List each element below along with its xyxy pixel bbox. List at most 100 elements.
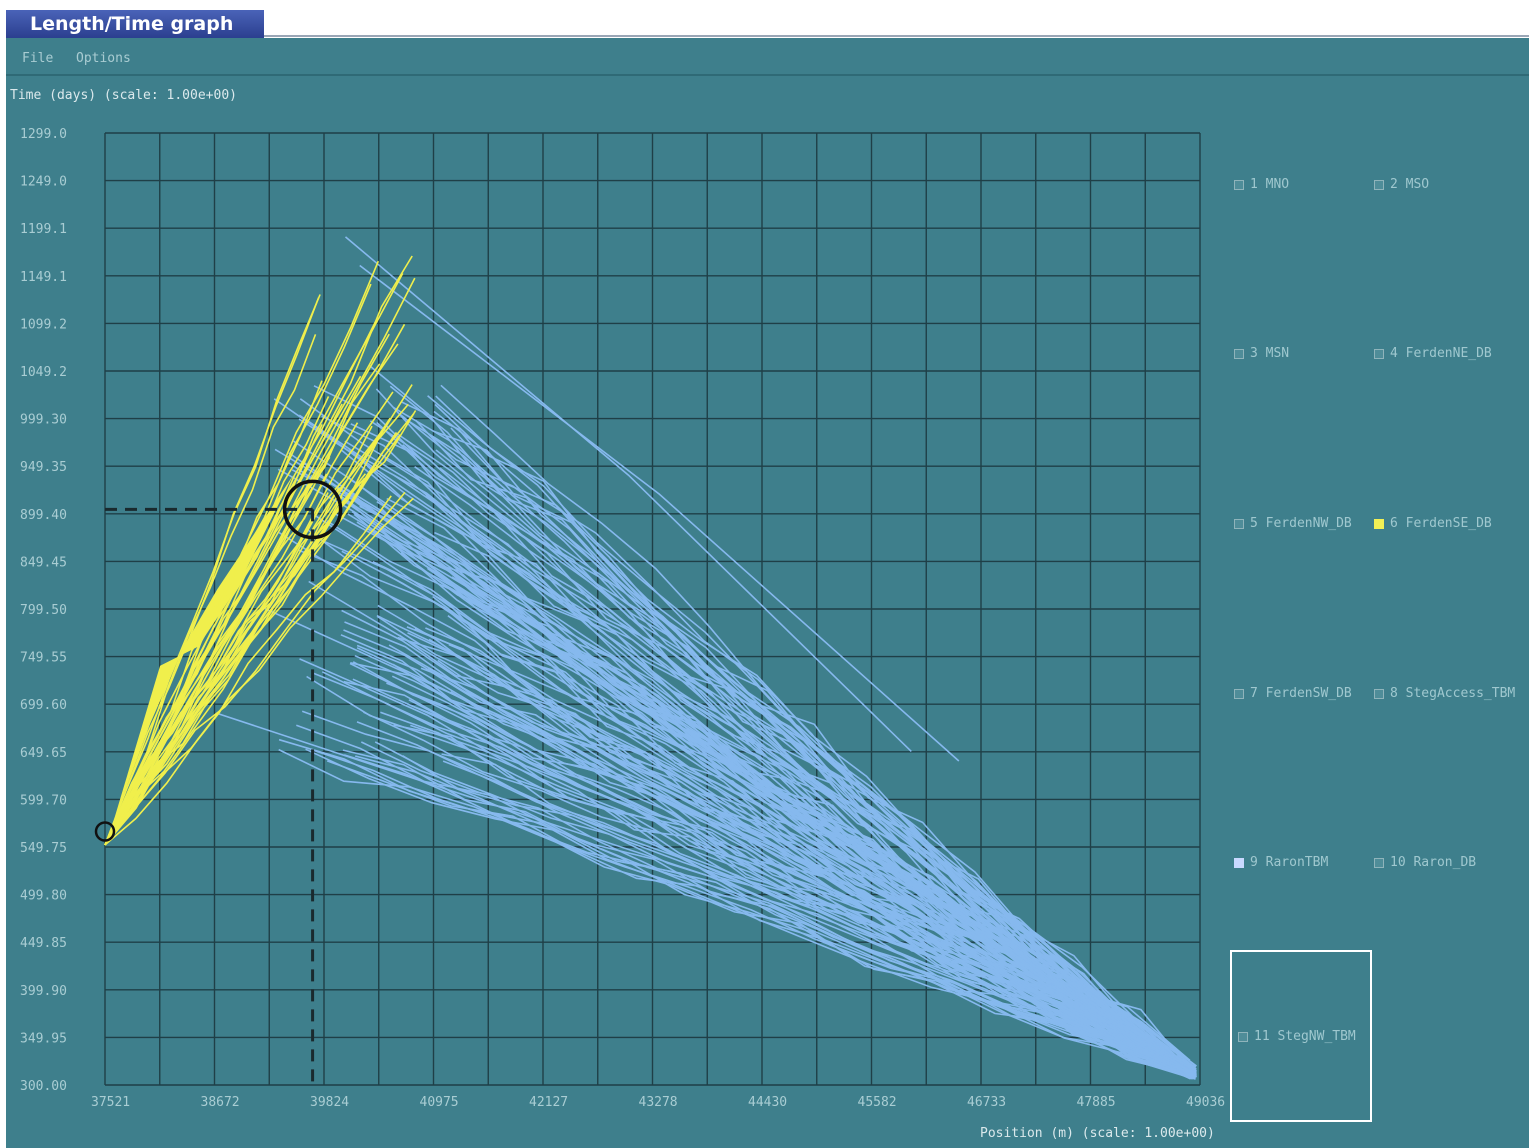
x-tick-label: 47885 [1077,1095,1116,1110]
checkbox-icon[interactable] [1374,348,1384,359]
ferdense-db-line [104,283,372,846]
plot-annotations [94,479,343,1085]
raron-tbm-line [298,549,1192,1075]
raron-tbm-line [434,531,1197,1068]
highlight-circle-large [282,479,343,540]
y-tick-label: 649.65 [20,746,67,761]
checkbox-icon[interactable] [1234,688,1244,699]
y-tick-label: 749.55 [20,651,67,666]
legend-item-4[interactable]: 4 FerdenNE_DB [1374,346,1492,361]
ferdense-db-line [104,403,409,846]
legend-item-3[interactable]: 3 MSN [1234,346,1289,361]
y-tick-label: 549.75 [20,841,67,856]
y-tick-label: 499.80 [20,889,67,904]
legend-label: 5 FerdenNW_DB [1250,516,1352,531]
y-tick-label: 449.85 [20,936,67,951]
y-tick-label: 399.90 [20,984,67,999]
legend-item-6[interactable]: 6 FerdenSE_DB [1374,516,1492,531]
raron-tbm-line [386,574,1194,1076]
legend-label: 3 MSN [1250,346,1290,361]
checkbox-icon[interactable] [1234,179,1244,190]
raron-tbm-line [375,388,1190,1079]
x-tick-label: 42127 [529,1095,568,1110]
ferdense-db-line [104,260,380,846]
title-divider [264,35,1529,37]
x-axis-title: Position (m) (scale: 1.00e+00) [980,1126,1215,1141]
x-tick-label: 37521 [91,1095,130,1110]
raron-tbm-line [356,521,1195,1075]
y-tick-label: 1149.1 [20,270,67,285]
checkbox-icon[interactable] [1374,179,1384,190]
raron-tbm-line [415,419,1193,1079]
y-tick-label: 1199.1 [20,222,67,237]
raron-tbm-line [328,475,1191,1080]
legend-label: 8 StegAccess_TBM [1390,686,1516,701]
raron-tbm-line [407,419,1195,1078]
raron-tbm-line [333,512,1197,1076]
length-time-plot[interactable]: 1299.0 1249.0 1199.1 1149.1 1099.2 1049.2 999.… [6,38,1529,1148]
raron-tbm-line [352,661,1193,1075]
highlight-circle-small [94,821,116,842]
checkbox-icon[interactable] [1234,857,1244,868]
raron-tbm-line [350,662,1191,1069]
menu-options[interactable]: Options [76,51,131,66]
checkbox-icon[interactable] [1234,518,1244,529]
menu-bar: File Options [6,38,1529,76]
raron-tbm-line [442,760,1193,1071]
x-tick-label: 43278 [639,1095,678,1110]
legend-item-8[interactable]: 8 StegAccess_TBM [1374,686,1515,701]
legend-item-11[interactable]: 11 StegNW_TBM [1238,1029,1356,1044]
y-tick-label: 949.35 [20,460,67,475]
legend-item-1[interactable]: 1 MNO [1234,177,1289,192]
raron-tbm-line [321,415,1193,1071]
y-tick-label: 1299.0 [20,127,67,142]
raron-tbm-line [376,615,1195,1078]
ferdense-db-line [104,297,320,846]
raron-tbm-line [368,364,1192,1068]
y-tick-label: 1099.2 [20,317,67,332]
raron-tbm-line [384,457,1190,1078]
y-tick-label: 300.00 [20,1079,67,1094]
checkbox-icon[interactable] [1374,518,1384,529]
legend-label: 6 FerdenSE_DB [1390,516,1492,531]
raron-tbm-line [326,760,1194,1079]
y-tick-label: 599.70 [20,793,67,808]
legend-item-10[interactable]: 10 Raron_DB [1374,855,1476,870]
legend-label: 7 FerdenSW_DB [1250,686,1352,701]
checkbox-icon[interactable] [1374,857,1384,868]
checkbox-icon[interactable] [1238,1031,1248,1042]
legend-item-9[interactable]: 9 RaronTBM [1234,855,1328,870]
legend-item-2[interactable]: 2 MSO [1374,177,1429,192]
checkbox-icon[interactable] [1234,348,1244,359]
legend-label: 1 MNO [1250,177,1290,192]
legend-label: 4 FerdenNE_DB [1390,346,1492,361]
raron-tbm-line [341,449,1190,1072]
ferdense-db-line [104,487,340,846]
window-title[interactable]: Length/Time graph [6,10,264,38]
y-tick-label: 699.60 [20,698,67,713]
raron-tbm-line [216,712,1197,1077]
raron-tbm-line [418,545,1194,1076]
menu-file[interactable]: File [22,51,54,66]
checkbox-icon[interactable] [1374,688,1384,699]
plot-grid [104,132,1201,1086]
legend-item-5[interactable]: 5 FerdenNW_DB [1234,516,1352,531]
y-tick-label: 1049.2 [20,365,67,380]
legend-selection-box [1230,950,1372,1122]
ferdense-db-line [104,294,321,846]
y-tick-labels: 1299.0 1249.0 1199.1 1149.1 1099.2 1049.2 999.… [20,127,67,1094]
legend-item-7[interactable]: 7 FerdenSW_DB [1234,686,1352,701]
raron-tbm-line [264,607,1197,1072]
raron-tbm-line [342,749,1195,1077]
series-raron-tbm [216,236,1197,1080]
raron-tbm-line [313,385,1191,1062]
y-tick-label: 899.40 [20,508,67,523]
x-tick-label: 49036 [1186,1095,1225,1110]
x-tick-label: 38672 [201,1095,240,1110]
y-tick-label: 999.30 [20,413,67,428]
ferdense-db-line [104,321,377,846]
legend-label: 10 Raron_DB [1390,855,1477,870]
y-tick-label: 849.45 [20,555,67,570]
x-tick-label: 40975 [420,1095,459,1110]
ferdense-db-line [104,431,398,846]
